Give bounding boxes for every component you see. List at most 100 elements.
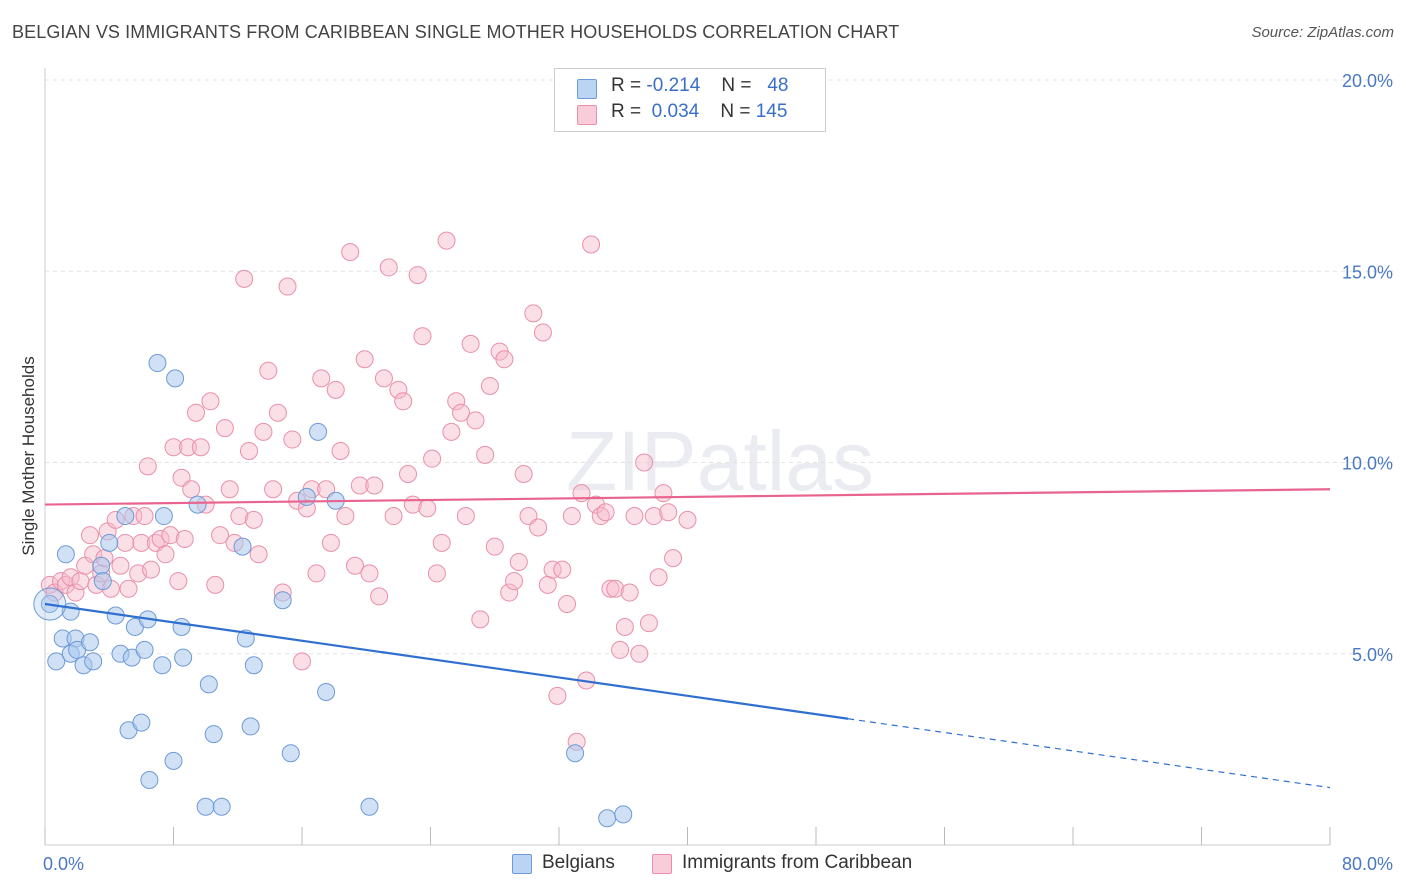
- data-point-caribbean: [201, 392, 220, 411]
- data-point-caribbean: [178, 438, 197, 457]
- data-point-belgians: [566, 744, 585, 763]
- data-point-belgians: [188, 495, 207, 514]
- data-point-caribbean: [254, 422, 273, 441]
- data-point-belgians: [84, 652, 103, 671]
- bottom-legend-swatch-caribbean: [652, 854, 672, 874]
- data-point-belgians: [598, 809, 617, 828]
- data-point-caribbean: [524, 304, 543, 323]
- data-point-caribbean: [505, 572, 524, 591]
- bottom-legend: Belgians Immigrants from Caribbean: [0, 852, 1406, 878]
- source-label: Source: ZipAtlas.com: [1251, 24, 1394, 41]
- trend-layer: [44, 488, 1331, 789]
- data-point-caribbean: [485, 537, 504, 556]
- data-point-belgians: [80, 633, 99, 652]
- data-point-caribbean: [169, 572, 188, 591]
- data-point-caribbean: [509, 552, 528, 571]
- trend-line-belgians: [44, 602, 849, 720]
- grid-layer: [45, 79, 1394, 655]
- legend-r-label: R =: [611, 101, 642, 122]
- legend-n-label: N =: [721, 75, 752, 96]
- data-point-caribbean: [283, 430, 302, 449]
- data-point-caribbean: [278, 277, 297, 296]
- data-point-caribbean: [418, 499, 437, 518]
- data-point-belgians: [154, 507, 173, 526]
- data-point-belgians: [212, 797, 231, 816]
- data-point-belgians: [172, 617, 191, 636]
- data-point-caribbean: [182, 480, 201, 499]
- data-point-caribbean: [331, 442, 350, 461]
- data-point-caribbean: [471, 610, 490, 629]
- data-point-caribbean: [336, 507, 355, 526]
- data-point-belgians: [92, 556, 111, 575]
- data-point-belgians: [281, 744, 300, 763]
- data-point-belgians: [93, 572, 112, 591]
- data-point-caribbean: [611, 640, 630, 659]
- data-point-caribbean: [186, 403, 205, 422]
- bottom-legend-label-belgians: Belgians: [542, 852, 615, 873]
- data-point-caribbean: [399, 464, 418, 483]
- data-point-belgians: [241, 717, 260, 736]
- data-point-caribbean: [630, 644, 649, 663]
- data-point-caribbean: [447, 392, 466, 411]
- data-point-caribbean: [244, 510, 263, 529]
- data-point-caribbean: [456, 507, 475, 526]
- data-point-belgians: [153, 656, 172, 675]
- data-point-belgians: [297, 487, 316, 506]
- data-point-caribbean: [538, 575, 557, 594]
- data-point-caribbean: [558, 595, 577, 614]
- data-point-caribbean: [625, 507, 644, 526]
- data-point-caribbean: [620, 583, 639, 602]
- data-point-caribbean: [164, 438, 183, 457]
- data-point-caribbean: [408, 266, 427, 285]
- data-point-caribbean: [132, 533, 151, 552]
- data-point-caribbean: [220, 480, 239, 499]
- data-point-caribbean: [413, 327, 432, 346]
- data-point-caribbean: [360, 564, 379, 583]
- legend-r-value: 0.034: [651, 101, 700, 122]
- data-point-caribbean: [346, 556, 365, 575]
- data-point-belgians: [47, 652, 66, 671]
- data-point-caribbean: [259, 361, 278, 380]
- data-point-belgians: [309, 422, 328, 441]
- data-point-caribbean: [211, 526, 230, 545]
- data-point-caribbean: [394, 392, 413, 411]
- legend-r-label: R =: [611, 75, 642, 96]
- legend-n-label: N =: [720, 101, 751, 122]
- data-point-caribbean: [644, 507, 663, 526]
- data-point-caribbean: [384, 507, 403, 526]
- legend-swatch-belgians: [577, 79, 597, 99]
- data-point-caribbean: [562, 507, 581, 526]
- data-point-caribbean: [312, 369, 331, 388]
- axis-layer: 5.0% 10.0% 15.0% 20.0% 0.0% 80.0%: [43, 68, 1393, 874]
- data-point-caribbean: [601, 579, 620, 598]
- data-point-belgians: [148, 354, 167, 373]
- data-point-caribbean: [649, 568, 668, 587]
- legend-n-value: 48: [767, 75, 789, 96]
- data-point-caribbean: [206, 575, 225, 594]
- y-tick-label: 20.0%: [1342, 71, 1393, 91]
- data-point-caribbean: [476, 445, 495, 464]
- data-point-caribbean: [66, 583, 85, 602]
- legend-swatch-caribbean: [577, 105, 597, 125]
- data-point-caribbean: [71, 572, 90, 591]
- data-point-caribbean: [654, 484, 673, 503]
- legend-r-value: -0.214: [646, 75, 701, 96]
- data-point-caribbean: [466, 411, 485, 430]
- data-point-caribbean: [175, 530, 194, 548]
- data-point-caribbean: [427, 564, 446, 583]
- data-point-caribbean: [341, 243, 360, 262]
- data-point-caribbean: [230, 507, 249, 526]
- data-point-caribbean: [116, 533, 135, 552]
- data-point-caribbean: [80, 526, 99, 545]
- y-tick-label: 10.0%: [1342, 454, 1393, 474]
- data-point-caribbean: [442, 422, 461, 441]
- legend-text-caribbean: R = 0.034 N = 145: [611, 101, 787, 123]
- data-point-caribbean: [664, 549, 683, 568]
- data-point-caribbean: [495, 350, 514, 369]
- data-point-caribbean: [138, 457, 157, 476]
- bottom-legend-label-caribbean: Immigrants from Caribbean: [682, 852, 913, 873]
- data-point-caribbean: [533, 323, 552, 342]
- data-point-caribbean: [553, 560, 572, 579]
- data-point-belgians: [140, 770, 159, 789]
- legend-n-value: 145: [755, 101, 788, 122]
